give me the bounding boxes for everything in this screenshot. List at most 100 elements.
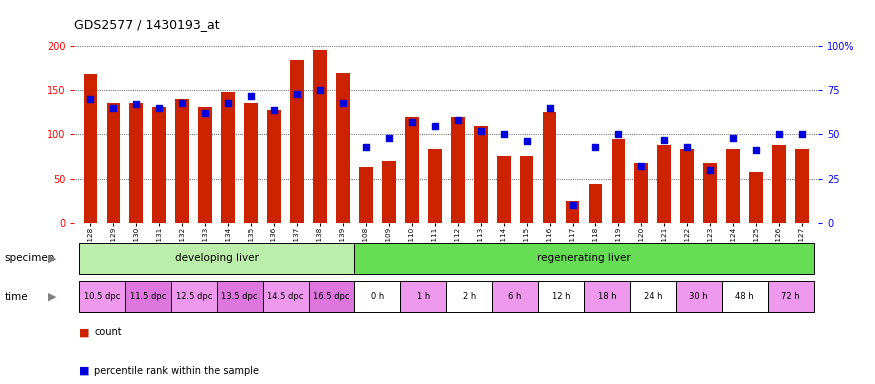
Bar: [589, 184, 602, 223]
Text: 12.5 dpc: 12.5 dpc: [176, 292, 212, 301]
Text: 72 h: 72 h: [781, 292, 800, 301]
Point: [313, 87, 327, 93]
Bar: [382, 161, 396, 223]
Point: [336, 99, 350, 106]
Text: 1 h: 1 h: [416, 292, 430, 301]
Point: [221, 99, 235, 106]
Text: regenerating liver: regenerating liver: [537, 253, 631, 263]
Bar: [565, 200, 579, 223]
Point: [473, 128, 487, 134]
Point: [83, 96, 97, 102]
Bar: [313, 50, 327, 223]
Bar: [171, 281, 217, 312]
Text: ▶: ▶: [48, 291, 57, 302]
Bar: [492, 281, 538, 312]
Bar: [199, 107, 212, 223]
Text: percentile rank within the sample: percentile rank within the sample: [94, 366, 260, 376]
Point: [772, 131, 786, 137]
Bar: [221, 92, 235, 223]
Point: [634, 163, 648, 169]
Text: developing liver: developing liver: [175, 253, 259, 263]
Bar: [217, 281, 262, 312]
Point: [290, 91, 304, 97]
Bar: [405, 117, 419, 223]
Point: [749, 147, 763, 153]
Point: [451, 117, 465, 123]
Text: 30 h: 30 h: [690, 292, 708, 301]
Point: [130, 101, 144, 108]
Point: [520, 138, 534, 144]
Point: [267, 107, 281, 113]
Point: [152, 105, 166, 111]
Bar: [83, 74, 97, 223]
Bar: [244, 104, 258, 223]
Bar: [767, 281, 814, 312]
Bar: [520, 157, 534, 223]
Bar: [79, 281, 125, 312]
Bar: [175, 99, 189, 223]
Text: 18 h: 18 h: [598, 292, 616, 301]
Bar: [612, 139, 626, 223]
Bar: [354, 281, 401, 312]
Bar: [676, 281, 722, 312]
Text: 0 h: 0 h: [371, 292, 384, 301]
Bar: [681, 149, 694, 223]
Point: [726, 135, 740, 141]
Text: 12 h: 12 h: [552, 292, 570, 301]
Point: [497, 131, 511, 137]
Text: 11.5 dpc: 11.5 dpc: [130, 292, 166, 301]
Bar: [722, 281, 767, 312]
Text: ▶: ▶: [48, 253, 57, 263]
Text: 16.5 dpc: 16.5 dpc: [313, 292, 350, 301]
Point: [199, 110, 213, 116]
Bar: [428, 149, 442, 223]
Text: 2 h: 2 h: [463, 292, 476, 301]
Bar: [451, 117, 465, 223]
Point: [542, 105, 556, 111]
Point: [428, 122, 442, 129]
Point: [244, 93, 258, 99]
Point: [175, 99, 189, 106]
Bar: [107, 104, 120, 223]
Point: [382, 135, 396, 141]
Bar: [309, 281, 354, 312]
Bar: [267, 110, 281, 223]
Bar: [773, 145, 786, 223]
Text: GDS2577 / 1430193_at: GDS2577 / 1430193_at: [74, 18, 220, 31]
Point: [704, 167, 717, 173]
Bar: [354, 243, 814, 274]
Point: [612, 131, 626, 137]
Text: time: time: [4, 291, 28, 302]
Point: [359, 144, 373, 150]
Bar: [446, 281, 492, 312]
Bar: [630, 281, 676, 312]
Bar: [542, 112, 556, 223]
Bar: [152, 107, 166, 223]
Bar: [584, 281, 630, 312]
Bar: [336, 73, 350, 223]
Text: ■: ■: [79, 366, 89, 376]
Point: [680, 144, 694, 150]
Text: ■: ■: [79, 327, 89, 337]
Point: [565, 202, 579, 208]
Bar: [401, 281, 446, 312]
Point: [795, 131, 809, 137]
Bar: [726, 149, 740, 223]
Bar: [634, 163, 648, 223]
Text: 48 h: 48 h: [735, 292, 754, 301]
Bar: [130, 104, 144, 223]
Bar: [497, 157, 510, 223]
Text: 13.5 dpc: 13.5 dpc: [221, 292, 258, 301]
Text: 14.5 dpc: 14.5 dpc: [268, 292, 304, 301]
Text: count: count: [94, 327, 123, 337]
Bar: [704, 163, 717, 223]
Point: [107, 105, 121, 111]
Bar: [473, 126, 487, 223]
Bar: [538, 281, 584, 312]
Text: 24 h: 24 h: [644, 292, 662, 301]
Bar: [79, 243, 354, 274]
Bar: [262, 281, 309, 312]
Text: 10.5 dpc: 10.5 dpc: [84, 292, 120, 301]
Bar: [657, 145, 671, 223]
Point: [589, 144, 603, 150]
